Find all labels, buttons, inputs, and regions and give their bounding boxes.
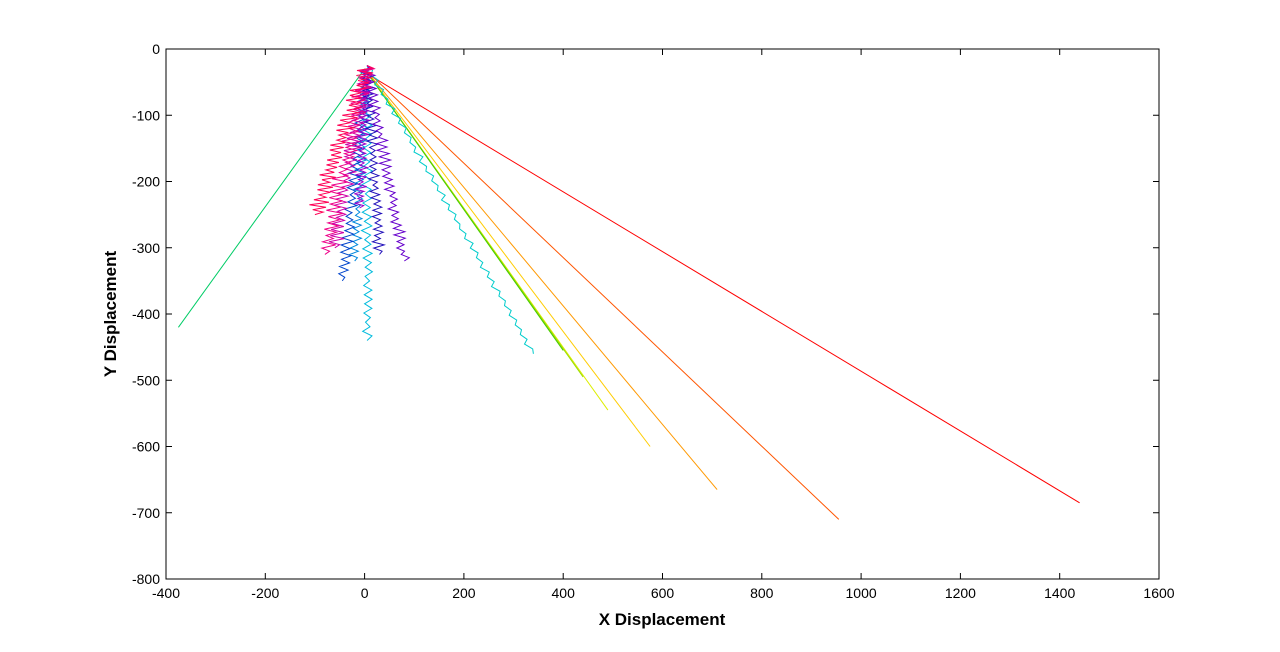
x-tick-label: 400 (552, 585, 576, 601)
x-tick-label: 800 (750, 585, 774, 601)
y-tick-label: -100 (132, 107, 160, 123)
x-tick-label: 1400 (1044, 585, 1075, 601)
y-tick-label: -500 (132, 372, 160, 388)
y-tick-label: -700 (132, 505, 160, 521)
series-layer (177, 65, 1080, 520)
plot-area (166, 49, 1159, 579)
x-tick-label: 1000 (846, 585, 877, 601)
trajectory-line-14 (362, 65, 411, 262)
y-tick-label: -800 (132, 571, 160, 587)
x-tick-label: -200 (251, 585, 279, 601)
y-tick-label: 0 (152, 41, 160, 57)
x-tick-label: 1200 (945, 585, 976, 601)
trajectory-line-13 (360, 65, 387, 255)
x-tick-label: 200 (452, 585, 476, 601)
y-tick-label: -200 (132, 174, 160, 190)
trajectory-line-18 (309, 65, 375, 216)
y-tick-label: -600 (132, 439, 160, 455)
x-tick-label: 600 (651, 585, 675, 601)
ticks-layer: -400 -200 0 200 400 600 800 1000 1200 1400 1600 0 -1… (132, 41, 1175, 601)
x-tick-label: 1600 (1143, 585, 1174, 601)
trajectory-line-8 (177, 68, 366, 328)
y-tick-label: -400 (132, 306, 160, 322)
trajectory-line-1 (364, 71, 1080, 504)
trajectory-line-2 (364, 68, 840, 520)
trajectory-line-4 (364, 68, 651, 447)
trajectory-line-17 (320, 65, 376, 255)
trajectory-line-7 (364, 68, 564, 351)
x-tick-label: 0 (361, 585, 369, 601)
trajectory-line-9 (366, 65, 534, 354)
x-tick-label: -400 (152, 585, 180, 601)
y-axis-label: Y Displacement (101, 251, 120, 378)
x-axis-label: X Displacement (599, 610, 726, 629)
y-tick-label: -300 (132, 240, 160, 256)
trajectory-line-3 (364, 68, 718, 490)
